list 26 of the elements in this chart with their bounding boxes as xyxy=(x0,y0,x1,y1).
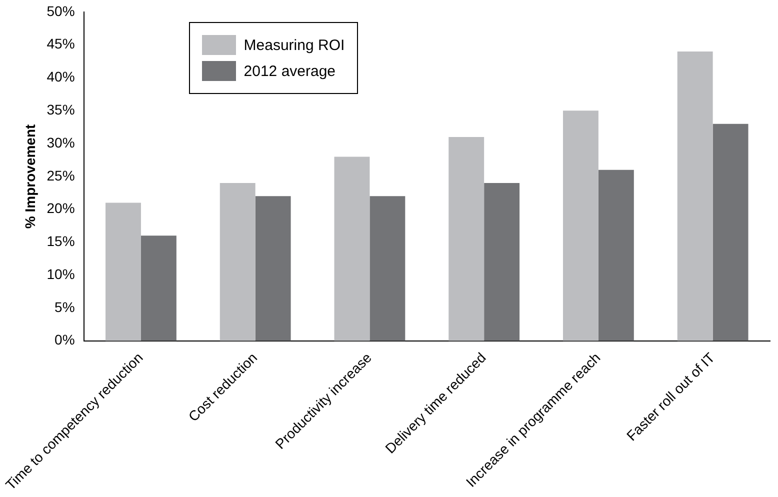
y-tick-label: 10% xyxy=(46,266,75,282)
y-tick-label: 15% xyxy=(46,233,75,250)
y-tick-label: 5% xyxy=(54,298,75,315)
legend-label: 2012 average xyxy=(244,62,336,80)
bar xyxy=(712,124,748,341)
bar xyxy=(220,183,256,341)
y-tick-label: 0% xyxy=(54,332,75,348)
bar xyxy=(562,110,598,341)
bar xyxy=(255,196,291,341)
y-tick-label: 50% xyxy=(46,2,75,19)
bar xyxy=(334,156,370,341)
bar xyxy=(677,51,713,341)
bar xyxy=(484,183,520,341)
y-tick-label: 30% xyxy=(46,134,75,150)
y-tick-label: 20% xyxy=(46,200,75,216)
bar xyxy=(140,236,176,341)
y-tick-label: 40% xyxy=(46,68,75,85)
legend-label: Measuring ROI xyxy=(244,36,345,54)
bar xyxy=(106,202,141,341)
y-axis-title: % Improvement xyxy=(22,124,38,229)
y-tick-label: 35% xyxy=(46,102,75,118)
bar xyxy=(598,170,634,341)
bar xyxy=(370,196,406,341)
bar xyxy=(448,136,484,341)
y-tick-label: 25% xyxy=(46,167,75,184)
y-tick-label: 45% xyxy=(46,36,75,52)
